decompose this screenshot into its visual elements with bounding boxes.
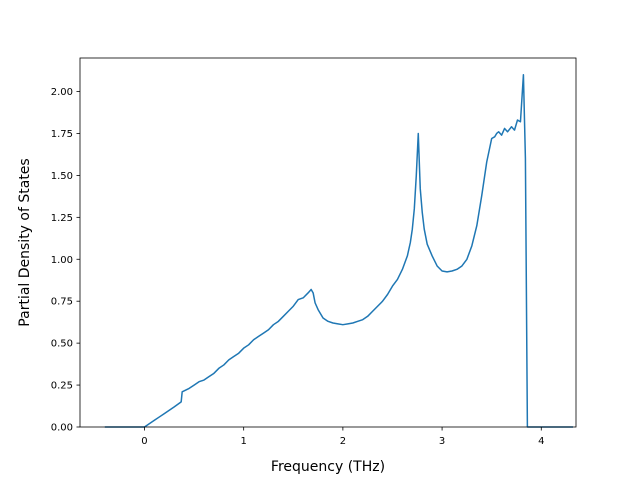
x-tick-label: 2 (340, 436, 346, 447)
x-axis-label: Frequency (THz) (271, 459, 385, 475)
y-tick-label: 0.75 (51, 297, 73, 308)
y-tick-label: 0.00 (51, 423, 73, 434)
y-tick-label: 1.50 (51, 171, 73, 182)
y-tick-label: 1.25 (51, 213, 73, 224)
y-tick-label: 1.75 (51, 129, 73, 140)
x-tick-label: 1 (240, 436, 246, 447)
plot-area (104, 74, 574, 428)
y-axis-ticks: 0.00 0.25 0.50 0.75 1.00 1.25 1.50 1.75 2.00 (51, 87, 80, 434)
x-tick-label: 0 (141, 436, 147, 447)
x-axis-ticks: 0 1 2 3 4 (141, 427, 544, 447)
x-tick-label: 3 (439, 436, 445, 447)
x-tick-label: 4 (538, 436, 544, 447)
y-tick-label: 1.00 (51, 255, 73, 266)
y-tick-label: 2.00 (51, 87, 73, 98)
axes-frame (79, 57, 577, 428)
series-line-0 (104, 74, 574, 428)
y-tick-label: 0.50 (51, 339, 73, 350)
y-tick-label: 0.25 (51, 381, 73, 392)
y-axis-label: Partial Density of States (17, 158, 33, 326)
